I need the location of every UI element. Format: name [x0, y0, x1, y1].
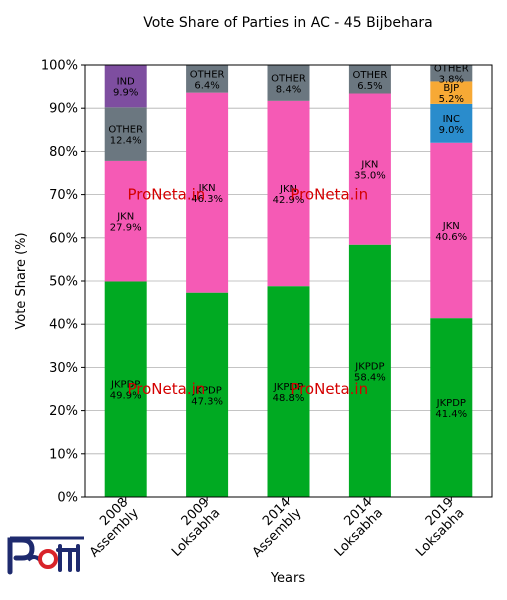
segment-value-label: 12.4% [110, 136, 142, 147]
y-tick-label: 60% [49, 231, 78, 246]
y-tick-label: 80% [49, 145, 78, 160]
segment-value-label: 41.4% [435, 409, 467, 420]
segment-party-label: JKPDP [191, 385, 221, 396]
segment-value-label: 6.5% [357, 81, 382, 92]
y-axis-label: Vote Share (%) [14, 232, 29, 329]
proneta-logo-icon [7, 536, 84, 575]
watermark-text: ProNeta.in [290, 186, 368, 204]
bar-segment-jkpdp [267, 286, 310, 497]
segment-party-label: IND [117, 77, 135, 88]
y-tick-label: 0% [57, 491, 78, 506]
bars: JKPDP49.9%JKN27.9%OTHER12.4%IND9.9%JKPDP… [104, 64, 473, 497]
bar-segment-other [430, 65, 473, 82]
segment-value-label: 47.3% [191, 396, 223, 407]
segment-party-label: JKN [198, 183, 216, 194]
bar-segment-jkn [430, 142, 473, 319]
segment-party-label: JKPDP [436, 398, 466, 409]
x-axis-label: Years [270, 571, 306, 586]
y-tick-label: 30% [49, 361, 78, 376]
y-axis: 0% 10% 20% 30% 40% 50% 60% 70% 80% 90% 100% [41, 59, 85, 506]
segment-party-label: JKN [116, 212, 134, 223]
segment-party-label: JKPDP [273, 382, 303, 393]
segment-party-label: OTHER [190, 69, 225, 80]
segment-value-label: 6.4% [194, 80, 219, 91]
bar-segment-jkpdp [348, 244, 391, 497]
segment-value-label: 27.9% [110, 223, 142, 234]
y-tick-label: 100% [41, 59, 78, 74]
segment-value-label: 35.0% [354, 171, 386, 182]
y-tick-label: 70% [49, 188, 78, 203]
watermark-text: ProNeta.in [290, 380, 368, 398]
y-tick-label: 20% [49, 404, 78, 419]
segment-value-label: 49.9% [110, 391, 142, 402]
segment-value-label: 3.8% [439, 75, 464, 86]
bar-segment-jkpdp [186, 292, 229, 497]
segment-value-label: 48.8% [273, 393, 305, 404]
bar-segment-other [104, 107, 147, 161]
bar-segment-ind [104, 65, 147, 108]
segment-party-label: JKPDP [110, 380, 140, 391]
segment-party-label: OTHER [353, 70, 388, 81]
y-tick-label: 50% [49, 275, 78, 290]
segment-party-label: OTHER [271, 73, 306, 84]
bar-segment-other [267, 65, 310, 101]
bar-segment-jkn [104, 160, 147, 282]
segment-party-label: JKN [442, 221, 460, 232]
segment-value-label: 8.4% [276, 84, 301, 95]
chart-title: Vote Share of Parties in AC - 45 Bijbeha… [143, 15, 433, 31]
segment-party-label: OTHER [108, 125, 143, 136]
segment-value-label: 46.3% [191, 194, 223, 205]
bar-segment-jkpdp [104, 281, 147, 497]
segment-value-label: 5.2% [439, 94, 464, 105]
bar-segment-jkn [267, 100, 310, 287]
bar-segment-other [348, 65, 391, 94]
y-tick-label: 90% [49, 102, 78, 117]
bar-segment-other [186, 65, 229, 93]
watermark-text: ProNeta.in [128, 380, 206, 398]
watermarks: ProNeta.in ProNeta.in ProNeta.in ProNeta.in [128, 186, 369, 398]
segment-party-label: JKN [279, 184, 297, 195]
segment-value-label: 9.0% [439, 125, 464, 136]
segment-value-label: 40.6% [435, 232, 467, 243]
y-tick-label: 10% [49, 447, 78, 462]
bar-segment-jkn [186, 92, 229, 293]
segment-value-label: 9.9% [113, 88, 138, 99]
watermark-text: ProNeta.in [128, 186, 206, 204]
segment-party-label: BJP [443, 83, 459, 94]
y-tick-label: 40% [49, 318, 78, 333]
segment-party-label: OTHER [434, 64, 469, 75]
segment-value-label: 42.9% [273, 195, 305, 206]
bar-segment-jkn [348, 93, 391, 245]
bar-segment-bjp [430, 81, 473, 104]
bar-segment-jkpdp [430, 318, 473, 497]
segment-party-label: INC [443, 114, 460, 125]
segment-party-label: JKN [360, 160, 378, 171]
segment-value-label: 58.4% [354, 372, 386, 383]
bar-segment-inc [430, 103, 473, 143]
segment-party-label: JKPDP [354, 361, 384, 372]
